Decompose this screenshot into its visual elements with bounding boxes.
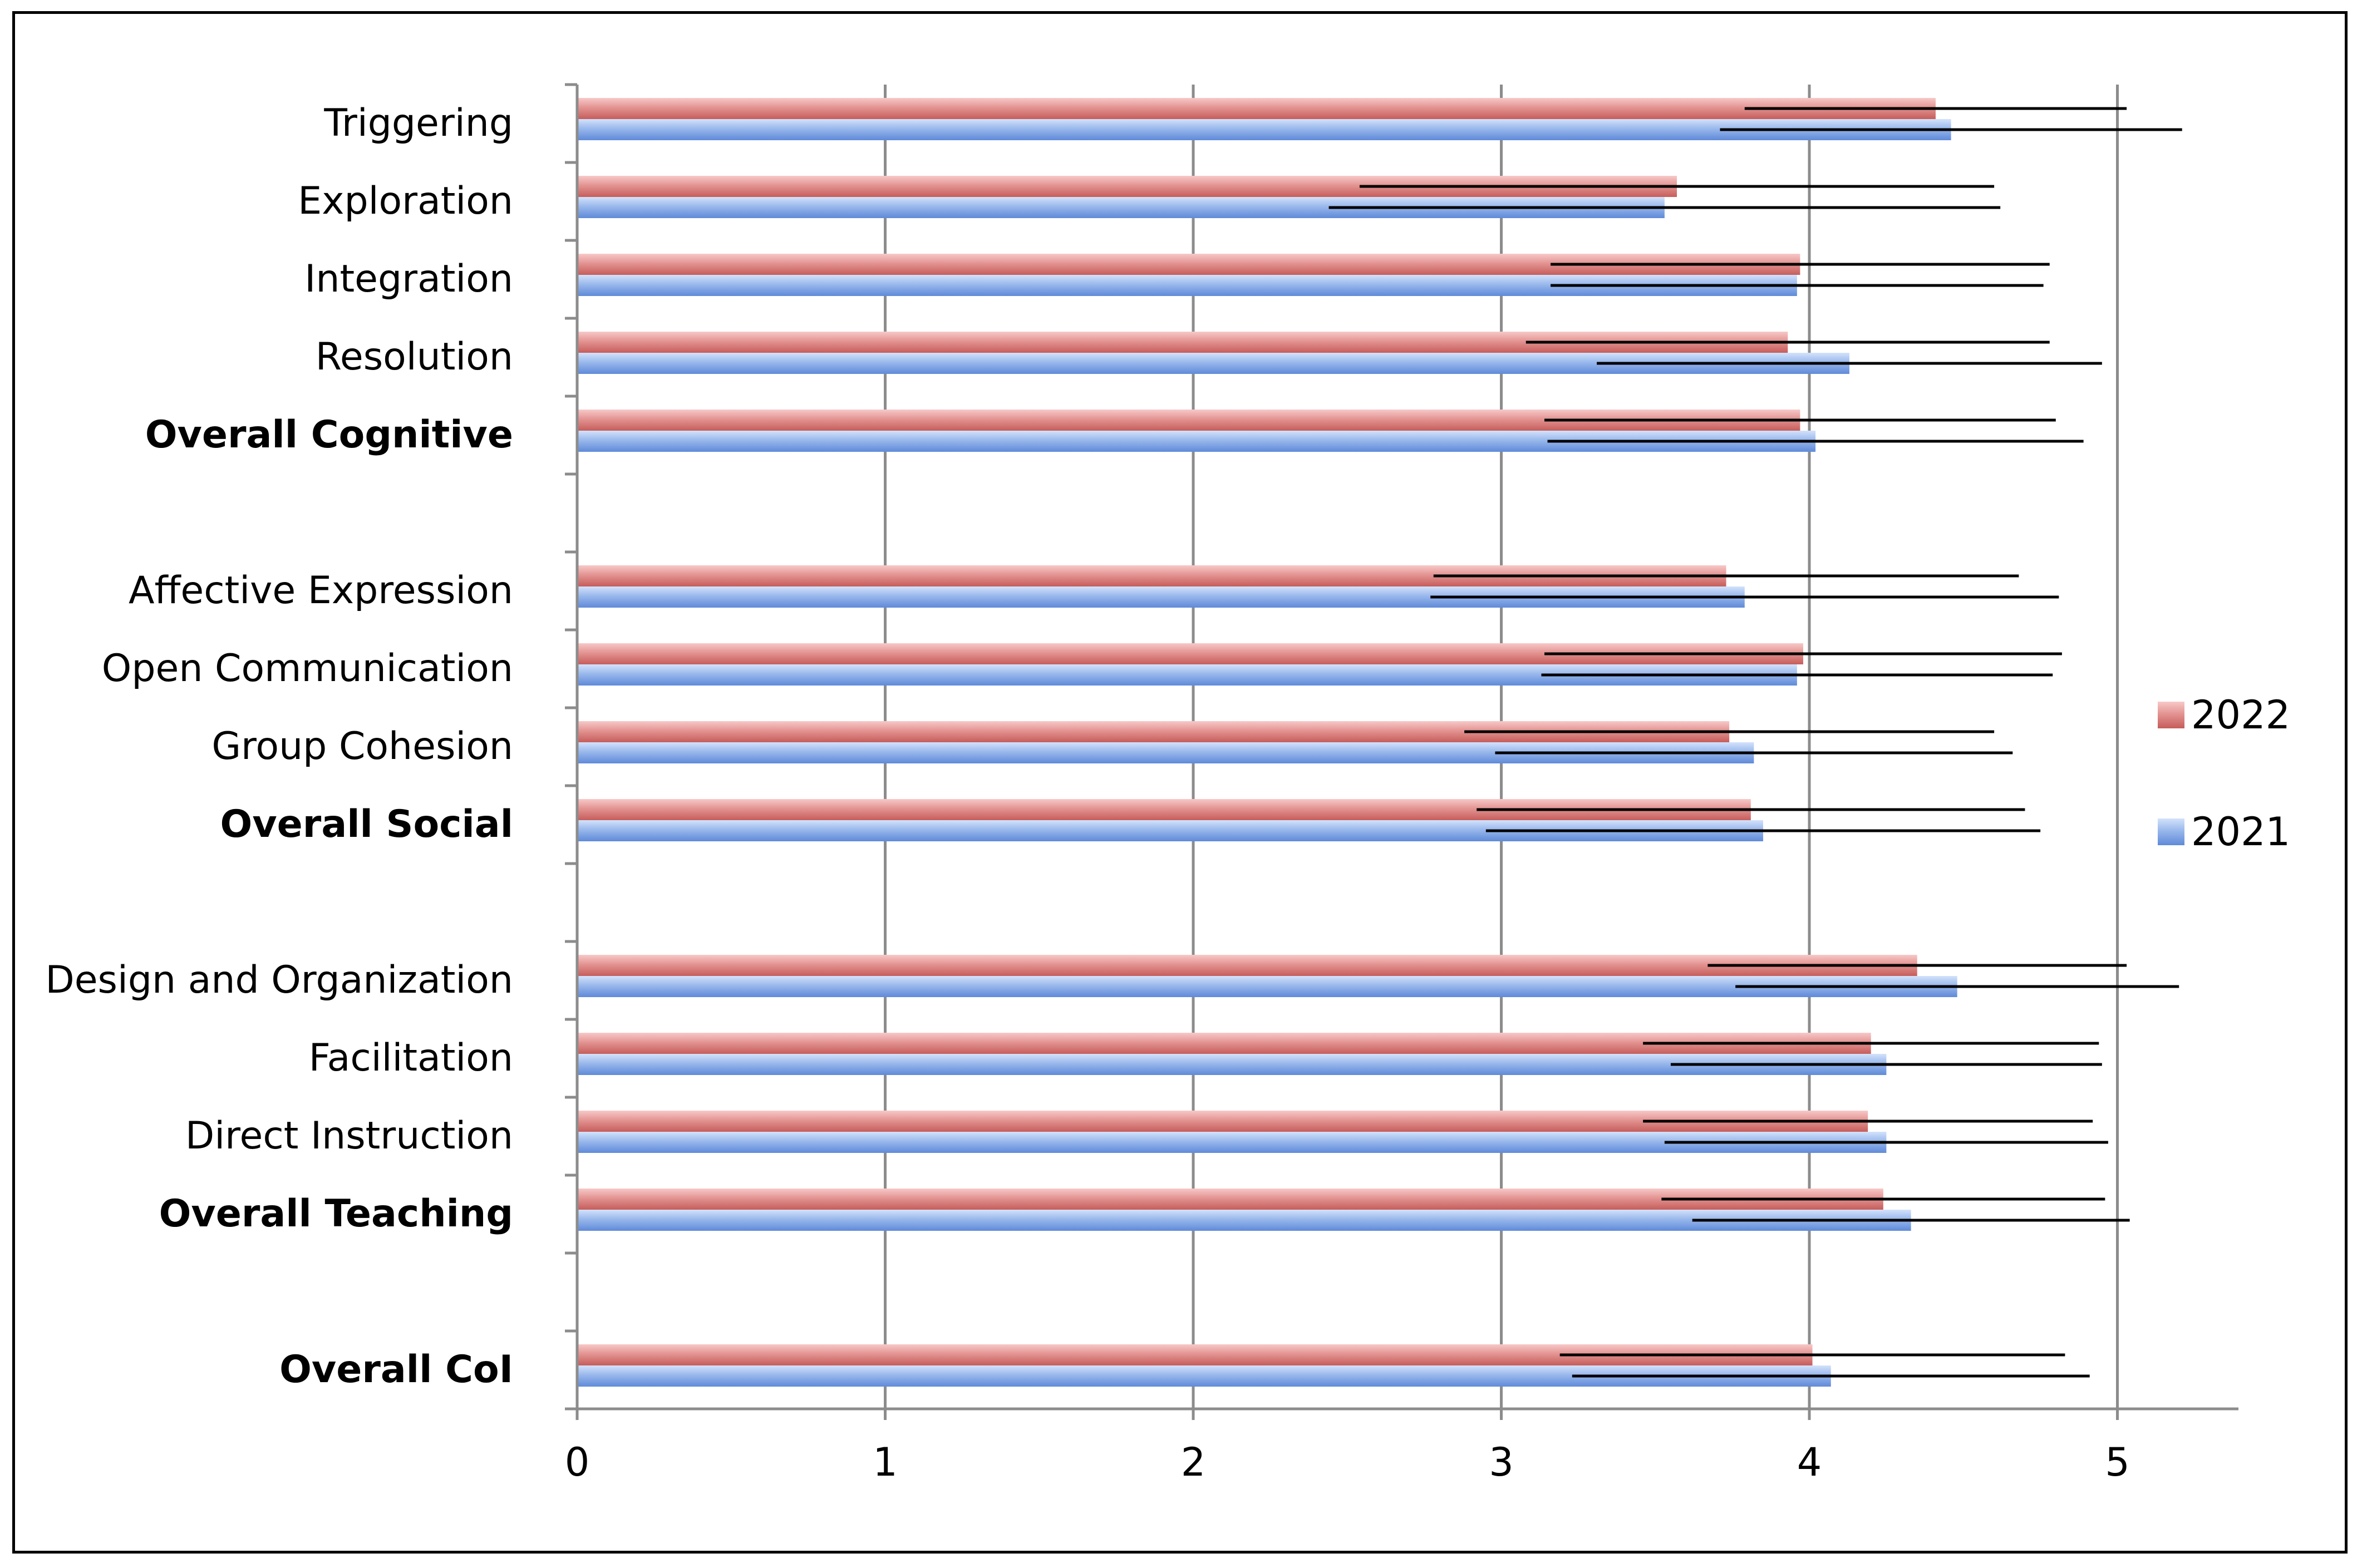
category-label: Facilitation (309, 1036, 513, 1080)
x-tick-label: 3 (1489, 1439, 1514, 1485)
x-tick-labels: 0 1 2 3 4 5 (565, 1439, 2130, 1485)
legend-label-2022: 2022 (2191, 692, 2290, 738)
x-tick-label: 2 (1181, 1439, 1206, 1485)
category-label: Design and Organization (45, 958, 513, 1002)
category-label: Direct Instruction (185, 1114, 513, 1158)
bar-2021 (577, 976, 1957, 997)
category-label: Overall CoI (279, 1348, 513, 1392)
bar-chart: Triggering Exploration Integration Resoluti… (45, 83, 2290, 1485)
chart-frame: Triggering Exploration Integration Resoluti… (12, 11, 2348, 1554)
bar-2022 (577, 955, 1917, 976)
category-labels: Triggering Exploration Integration Resoluti… (45, 101, 513, 1392)
x-tick-label: 4 (1797, 1439, 1822, 1485)
category-label: Exploration (298, 179, 513, 223)
category-label: Integration (304, 257, 513, 301)
x-tick-label: 1 (873, 1439, 898, 1485)
category-label: Open Communication (102, 647, 513, 691)
bar-2022 (577, 98, 1936, 119)
category-label: Group Cohesion (211, 724, 513, 768)
category-label: Overall Teaching (159, 1192, 513, 1236)
x-tick-label: 0 (565, 1439, 590, 1485)
bar-2021 (577, 1210, 1911, 1231)
category-label: Affective Expression (129, 569, 513, 613)
axes (565, 83, 2238, 1420)
legend: 2022 2021 (2158, 692, 2290, 855)
category-label: Overall Social (220, 802, 513, 846)
category-label: Triggering (323, 101, 513, 145)
bars (577, 98, 1957, 1387)
category-label: Overall Cognitive (145, 413, 513, 457)
legend-swatch-2022 (2158, 702, 2184, 728)
category-label: Resolution (316, 335, 513, 379)
x-tick-label: 5 (2105, 1439, 2130, 1485)
legend-label-2021: 2021 (2191, 809, 2290, 855)
legend-swatch-2021 (2158, 818, 2184, 845)
error-bars (1328, 107, 2182, 1378)
bar-2021 (577, 1054, 1887, 1075)
